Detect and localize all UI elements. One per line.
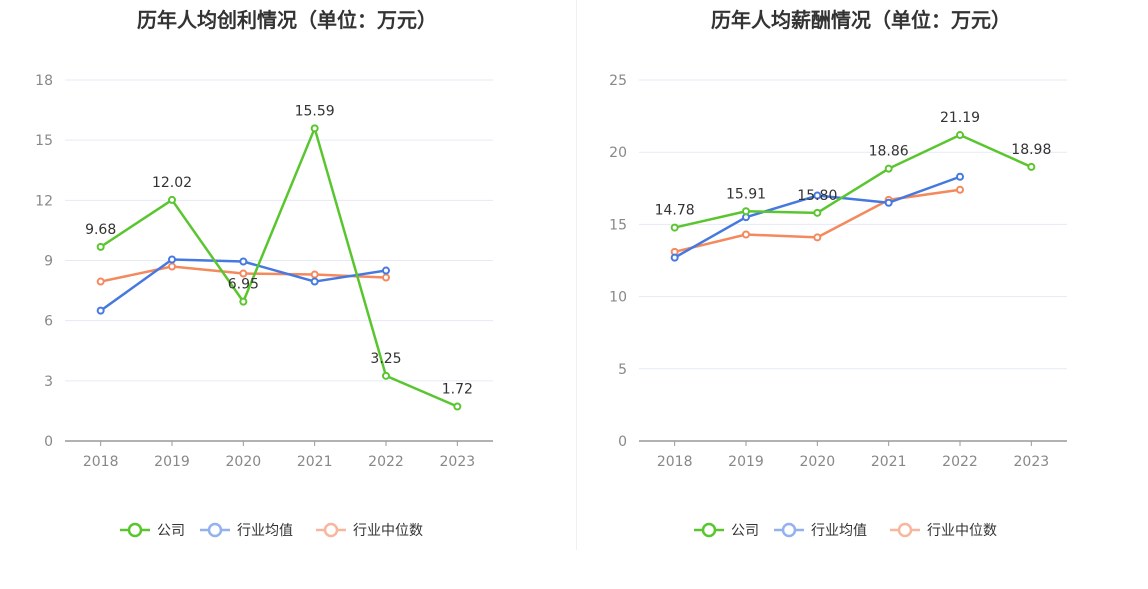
data-point — [310, 277, 319, 286]
data-point — [382, 273, 390, 282]
x-tick-label: 2022 — [942, 454, 978, 470]
x-tick-label: 2021 — [871, 454, 907, 470]
legend-marker — [323, 522, 339, 538]
series-line-company — [674, 133, 1032, 229]
legend-item[interactable]: 行业均值 — [774, 522, 867, 539]
data-label: 9.68 — [85, 222, 116, 238]
legend-marker — [207, 522, 223, 538]
data-point — [884, 164, 893, 173]
y-tick-label: 0 — [44, 434, 53, 450]
x-tick-label: 2018 — [657, 454, 693, 470]
x-tick-label: 2020 — [800, 454, 836, 470]
data-label: 6.95 — [228, 277, 259, 293]
data-point — [813, 233, 822, 242]
x-tick-label: 2020 — [226, 454, 262, 470]
y-tick-label: 3 — [44, 374, 53, 390]
data-label: 12.02 — [152, 175, 192, 191]
profit-line-chart: 0 3 6 9 12 15 18 2018 2019 2020 2021 2022 2023 9.68 12… — [35, 73, 493, 539]
y-tick-label: 18 — [35, 73, 53, 89]
data-point — [96, 277, 105, 286]
data-label: 21.19 — [940, 110, 980, 126]
data-point — [884, 198, 893, 207]
y-tick-label: 10 — [609, 290, 627, 306]
legend-item[interactable]: 公司 — [120, 522, 185, 539]
legend-label: 行业均值 — [811, 523, 867, 539]
x-tick-label: 2022 — [368, 454, 404, 470]
data-point — [310, 270, 319, 279]
data-point — [382, 371, 390, 380]
data-point — [239, 269, 248, 278]
data-point — [382, 266, 390, 275]
data-label: 18.86 — [869, 144, 909, 160]
data-label: 14.78 — [655, 203, 695, 219]
x-tick-label: 2023 — [440, 454, 476, 470]
y-tick-label: 15 — [609, 217, 627, 233]
panel-divider — [576, 0, 577, 550]
legend-item[interactable]: 行业中位数 — [890, 522, 997, 539]
legend-label: 公司 — [157, 523, 185, 539]
y-tick-label: 25 — [609, 73, 627, 89]
chart-title: 历年人均薪酬情况（单位：万元） — [711, 8, 1011, 32]
y-tick-label: 20 — [609, 145, 627, 161]
x-tick-label: 2023 — [1014, 454, 1050, 470]
profit-chart-panel: 历年人均创利情况（单位：万元） 0 3 6 9 12 15 18 2018 2019 2020 20… — [35, 8, 493, 539]
y-tick-label: 9 — [44, 254, 53, 270]
y-tick-label: 12 — [35, 193, 53, 209]
data-label: 3.25 — [370, 351, 401, 367]
salary-chart-panel: 历年人均薪酬情况（单位：万元） 0 5 10 15 20 25 2018 2019 2020 20… — [574, 0, 1148, 589]
y-tick-label: 15 — [35, 133, 53, 149]
data-point — [96, 306, 105, 315]
y-tick-label: 5 — [618, 362, 627, 378]
data-point — [956, 172, 964, 181]
data-point — [956, 131, 964, 140]
data-point — [742, 207, 750, 216]
data-point — [310, 124, 319, 133]
salary-line-chart: 0 5 10 15 20 25 2018 2019 2020 2021 2022 2023 14.78 1… — [609, 73, 1067, 539]
data-point — [239, 257, 248, 266]
x-tick-label: 2019 — [154, 454, 190, 470]
x-tick-label: 2019 — [728, 454, 764, 470]
legend-item[interactable]: 行业中位数 — [316, 522, 423, 539]
data-point — [813, 191, 822, 200]
legend-label: 行业均值 — [237, 523, 293, 539]
data-point — [168, 255, 176, 264]
legend-label: 行业中位数 — [353, 523, 423, 539]
data-point — [670, 223, 679, 232]
data-label: 18.98 — [1011, 142, 1051, 158]
data-label: 15.80 — [797, 188, 837, 204]
legend-item[interactable]: 行业均值 — [200, 522, 293, 539]
data-point — [813, 208, 822, 217]
data-label: 15.91 — [726, 186, 766, 202]
x-tick-label: 2021 — [297, 454, 333, 470]
data-point — [1027, 162, 1036, 171]
legend-marker — [781, 522, 797, 538]
data-point — [239, 297, 248, 306]
legend-marker — [701, 522, 717, 538]
legend-label: 公司 — [731, 523, 759, 539]
legend-marker — [127, 522, 143, 538]
data-point — [956, 185, 964, 194]
data-point — [742, 230, 750, 239]
y-tick-label: 6 — [44, 314, 53, 330]
data-point — [168, 195, 176, 204]
legend-label: 行业中位数 — [927, 523, 997, 539]
x-tick-label: 2018 — [83, 454, 119, 470]
series-line-company — [99, 127, 458, 408]
chart-title: 历年人均创利情况（单位：万元） — [137, 8, 437, 32]
legend-item[interactable]: 公司 — [694, 522, 759, 539]
data-label: 15.59 — [295, 103, 335, 119]
data-label: 1.72 — [442, 382, 473, 398]
y-tick-label: 0 — [618, 434, 627, 450]
legend-marker — [897, 522, 913, 538]
data-point — [96, 242, 105, 251]
data-point — [168, 262, 176, 271]
data-point — [670, 253, 679, 262]
data-point — [453, 402, 462, 411]
